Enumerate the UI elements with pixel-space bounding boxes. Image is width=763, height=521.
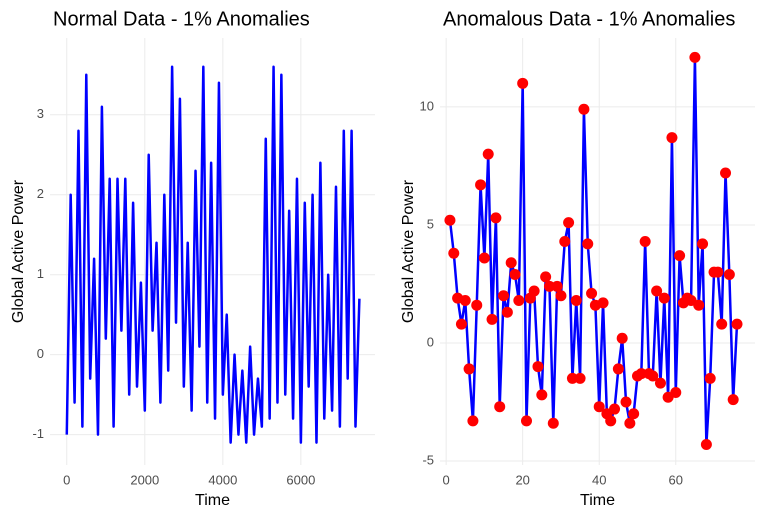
data-point [444, 214, 456, 226]
x-axis-title: Time [195, 492, 230, 509]
data-point [547, 417, 559, 429]
data-point [467, 415, 479, 427]
data-point [498, 290, 510, 302]
chart-title: Normal Data - 1% Anomalies [53, 8, 310, 30]
data-point [482, 148, 494, 160]
y-tick-label: 5 [427, 216, 434, 231]
x-tick-label: 6000 [286, 472, 315, 487]
data-point [555, 290, 567, 302]
data-point [612, 363, 624, 375]
data-point [693, 299, 705, 311]
data-point [455, 318, 467, 330]
data-point [459, 294, 471, 306]
data-point [490, 212, 502, 224]
data-point [731, 318, 743, 330]
y-tick-label: 10 [420, 98, 434, 113]
chart-title: Anomalous Data - 1% Anomalies [443, 8, 735, 30]
data-point [570, 294, 582, 306]
data-point [605, 415, 617, 427]
data-point [551, 280, 563, 292]
data-point [704, 372, 716, 384]
data-point [647, 370, 659, 382]
data-line [448, 56, 739, 446]
data-point [475, 179, 487, 191]
data-point [540, 271, 552, 283]
data-point [478, 252, 490, 264]
y-tick-label: 1 [37, 266, 44, 281]
data-point [700, 438, 712, 450]
y-tick-label: 0 [37, 346, 44, 361]
data-point [635, 368, 647, 380]
y-axis-title: Global Active Power [400, 179, 417, 323]
data-point [723, 269, 735, 281]
data-point [528, 285, 540, 297]
data-point [674, 250, 686, 262]
data-point [513, 294, 525, 306]
y-tick-label: -1 [32, 426, 44, 441]
y-tick-label: 2 [37, 186, 44, 201]
x-tick-label: 0 [63, 472, 70, 487]
y-tick-label: 3 [37, 106, 44, 121]
x-tick-label: 4000 [208, 472, 237, 487]
x-tick-label: 20 [515, 472, 529, 487]
data-point [463, 363, 475, 375]
data-point [566, 372, 578, 384]
data-point [501, 306, 513, 318]
y-tick-label: -5 [422, 452, 434, 467]
data-point [624, 417, 636, 429]
data-point [616, 332, 628, 344]
data-point [582, 238, 594, 250]
data-point [697, 238, 709, 250]
data-point [486, 313, 498, 325]
data-point [559, 235, 571, 247]
data-point [639, 235, 651, 247]
data-line [65, 65, 361, 444]
x-tick-label: 2000 [130, 472, 159, 487]
data-point [712, 266, 724, 278]
x-axis-title: Time [580, 492, 615, 509]
data-point [609, 403, 621, 415]
data-point [521, 415, 533, 427]
data-point [536, 389, 548, 401]
data-point [543, 280, 555, 292]
data-point [578, 103, 590, 115]
data-point [666, 132, 678, 144]
data-point [471, 299, 483, 311]
data-point [716, 318, 728, 330]
data-point [620, 396, 632, 408]
data-point [509, 269, 521, 281]
data-point [517, 77, 529, 89]
x-tick-label: 0 [443, 472, 450, 487]
data-point [586, 287, 598, 299]
x-tick-label: 60 [669, 472, 683, 487]
data-point [654, 377, 666, 389]
data-point [628, 408, 640, 420]
data-point [505, 257, 517, 269]
data-point [727, 394, 739, 406]
data-point [670, 387, 682, 399]
x-tick-label: 40 [592, 472, 606, 487]
data-point [651, 285, 663, 297]
data-point [597, 297, 609, 309]
y-axis-title: Global Active Power [10, 179, 27, 323]
data-point [574, 372, 586, 384]
data-point [593, 401, 605, 413]
data-point [563, 217, 575, 229]
y-tick-label: 0 [427, 334, 434, 349]
data-point [720, 167, 732, 179]
data-point [448, 247, 460, 259]
data-point [532, 361, 544, 373]
data-point [689, 51, 701, 63]
data-point [658, 292, 670, 304]
data-point [494, 401, 506, 413]
